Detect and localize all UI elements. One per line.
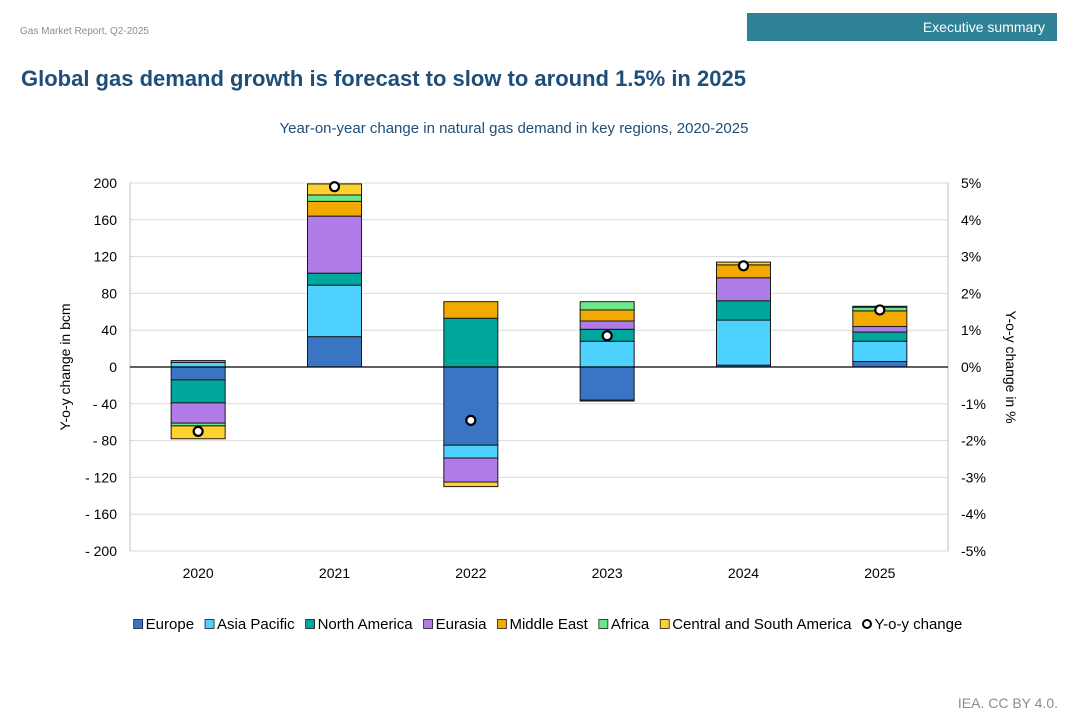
x-tick-label: 2023 [592,565,623,581]
bar-segment-north-america [716,300,771,321]
y-tick-label: - 40 [93,396,117,412]
bar-segment-middle-east [443,301,499,319]
bar-segment-central-and-south-america [443,481,499,488]
bar-segment-asia-pacific [307,284,362,338]
y-tick-label: 120 [94,249,118,265]
bar-segment-eurasia [307,215,362,274]
y-axis-title: Y-o-y change in bcm [57,303,73,430]
chart-title: Year-on-year change in natural gas deman… [280,120,749,137]
bar-segment-eurasia [443,457,499,483]
yoy-marker [737,260,750,272]
y-tick-label: 200 [94,175,118,191]
bar-segment-north-america [170,379,226,404]
legend-label: Europe [146,616,194,633]
yoy-marker [328,181,341,193]
yoy-marker [465,414,477,426]
bar-segment-asia-pacific [443,444,499,459]
legend-swatch [659,619,670,629]
bar-segment-asia-pacific [852,340,908,362]
bar-segment-north-america [852,331,908,342]
gas-demand-chart: Year-on-year change in natural gas deman… [57,120,1019,633]
legend-swatch [305,619,315,629]
y-tick-label: - 160 [85,506,117,522]
y-tick-label: 0 [109,359,117,375]
yoy-marker [601,330,613,342]
section-tab[interactable]: Executive summary [747,13,1057,41]
legend-label: Eurasia [436,616,488,633]
y2-tick-label: -5% [961,543,986,559]
legend-swatch [133,619,144,629]
y2-tick-label: 2% [961,285,981,301]
y2-tick-label: 1% [961,322,981,338]
bar-segment-eurasia [579,320,635,330]
x-tick-label: 2021 [319,565,350,581]
legend-swatch [423,619,434,629]
bar-segment-eurasia [852,326,908,333]
y-tick-label: - 200 [85,543,117,559]
bar-segment-eurasia [170,402,226,424]
page-title: Global gas demand growth is forecast to … [21,66,746,91]
y2-tick-label: -3% [961,469,986,485]
bar-segment-asia-pacific [170,361,226,368]
y2-tick-label: 0% [961,359,981,375]
legend-label: Asia Pacific [217,616,295,633]
bar-segment-middle-east [307,200,362,217]
legend-swatch [497,619,507,629]
legend-marker-yoy [861,619,872,629]
bar-segment-europe [579,366,635,401]
x-tick-label: 2025 [864,565,895,581]
bar-segment-central-and-south-america [579,399,635,402]
x-tick-label: 2022 [455,565,486,581]
bar-segment-middle-east [170,360,226,363]
y-tick-label: - 120 [85,469,117,485]
bar-segment-europe [852,360,908,368]
x-tick-label: 2024 [728,565,759,581]
legend-label: North America [318,616,414,633]
bar-segment-middle-east [579,309,635,322]
y-tick-label: 160 [94,212,118,228]
y-tick-label: 80 [101,285,117,301]
legend-label: Central and South America [672,616,852,633]
bar-segment-europe [170,366,226,381]
bar-segment-north-america [443,317,499,368]
y2-axis-title: Y-o-y change in % [1003,310,1019,423]
bar-segment-asia-pacific [579,340,635,368]
y2-tick-label: -2% [961,433,986,449]
x-tick-label: 2020 [183,565,214,581]
bar-segment-asia-pacific [716,319,771,366]
bar-segment-africa [579,301,635,311]
legend-swatch [598,619,609,629]
yoy-marker [192,425,204,437]
y2-tick-label: 3% [961,249,981,265]
y2-tick-label: -4% [961,506,986,522]
legend-label: Y-o-y change [874,616,962,633]
report-label: Gas Market Report, Q2-2025 [20,26,149,37]
bar-segment-africa [307,194,362,202]
y2-tick-label: -1% [961,396,986,412]
bar-segment-north-america [307,272,362,286]
y-tick-label: 40 [101,322,117,338]
y2-tick-label: 5% [961,175,981,191]
bar-segment-europe [443,366,499,446]
legend-label: Africa [611,616,650,633]
y-tick-label: - 80 [93,433,117,449]
legend-label: Middle East [509,616,588,633]
legend-swatch [204,619,215,629]
y2-tick-label: 4% [961,212,981,228]
yoy-marker [874,304,886,316]
footer-credit: IEA. CC BY 4.0. [957,695,1058,711]
bar-segment-europe [307,336,362,368]
bar-segment-eurasia [716,277,771,302]
